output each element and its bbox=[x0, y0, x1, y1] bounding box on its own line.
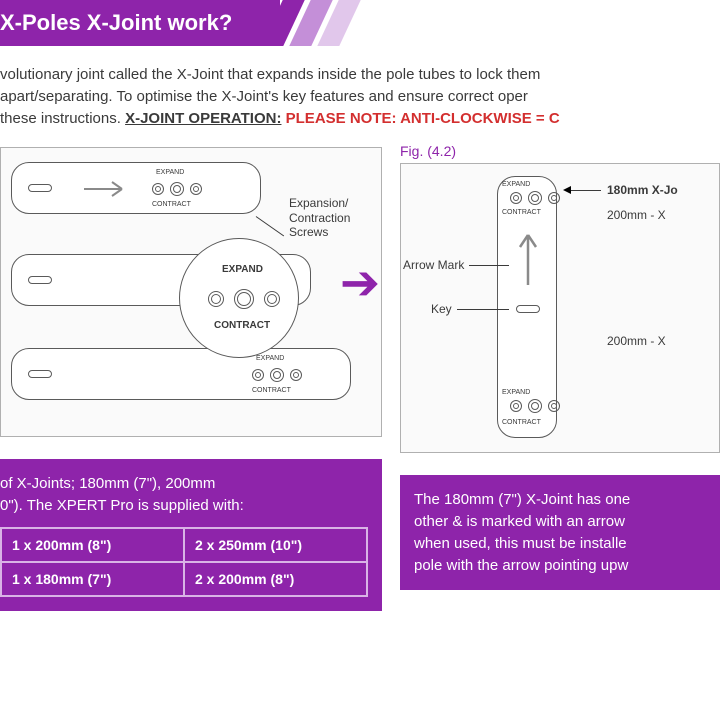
right-purple-box: The 180mm (7") X-Joint has one other & i… bbox=[400, 475, 720, 590]
size-table: 1 x 200mm (8") 2 x 250mm (10") 1 x 180mm… bbox=[0, 527, 368, 598]
table-cell: 1 x 180mm (7") bbox=[1, 562, 184, 596]
joint-diagram: EXPAND CONTRACT bbox=[11, 348, 351, 400]
page-title: X-Poles X-Joint work? bbox=[0, 10, 232, 35]
table-cell: 2 x 200mm (8") bbox=[184, 562, 367, 596]
vertical-joint-diagram: EXPAND CONTRACT EXPAND CONTRACT bbox=[497, 176, 557, 438]
fig-4-2: EXPAND CONTRACT EXPAND CONTRACT Arrow Ma… bbox=[400, 163, 720, 453]
table-cell: 1 x 200mm (8") bbox=[1, 528, 184, 562]
intro-text: volutionary joint called the X-Joint tha… bbox=[0, 64, 720, 129]
r-label-3: 200mm - X bbox=[607, 334, 666, 348]
header-bar: X-Poles X-Joint work? bbox=[0, 0, 280, 46]
arrow-icon bbox=[82, 179, 136, 199]
r-label-2: 200mm - X bbox=[607, 208, 666, 222]
key-label: Key bbox=[431, 302, 452, 316]
left-column: EXPAND CONTRACT EXPAND bbox=[0, 143, 382, 611]
callout-circle: EXPAND CONTRACT bbox=[179, 238, 299, 358]
fig-label-right: Fig. (4.2) bbox=[400, 143, 720, 159]
r-label-1: 180mm X-Jo bbox=[607, 183, 678, 197]
op-label: X-JOINT OPERATION: bbox=[125, 110, 281, 127]
table-cell: 2 x 250mm (10") bbox=[184, 528, 367, 562]
between-arrow-icon: ➔ bbox=[340, 255, 380, 311]
left-purple-box: of X-Joints; 180mm (7"), 200mm 0"). The … bbox=[0, 459, 382, 611]
fig-4-1: EXPAND CONTRACT EXPAND bbox=[0, 147, 382, 437]
callout-label: Expansion/ Contraction Screws bbox=[289, 196, 379, 239]
joint-diagram: EXPAND CONTRACT bbox=[11, 162, 261, 214]
arrow-mark-label: Arrow Mark bbox=[403, 258, 464, 272]
red-note: PLEASE NOTE: ANTI-CLOCKWISE = C bbox=[286, 110, 560, 127]
up-arrow-icon bbox=[516, 227, 540, 287]
header-stripes bbox=[272, 0, 350, 46]
right-column: Fig. (4.2) EXPAND CONTRACT bbox=[400, 143, 720, 611]
